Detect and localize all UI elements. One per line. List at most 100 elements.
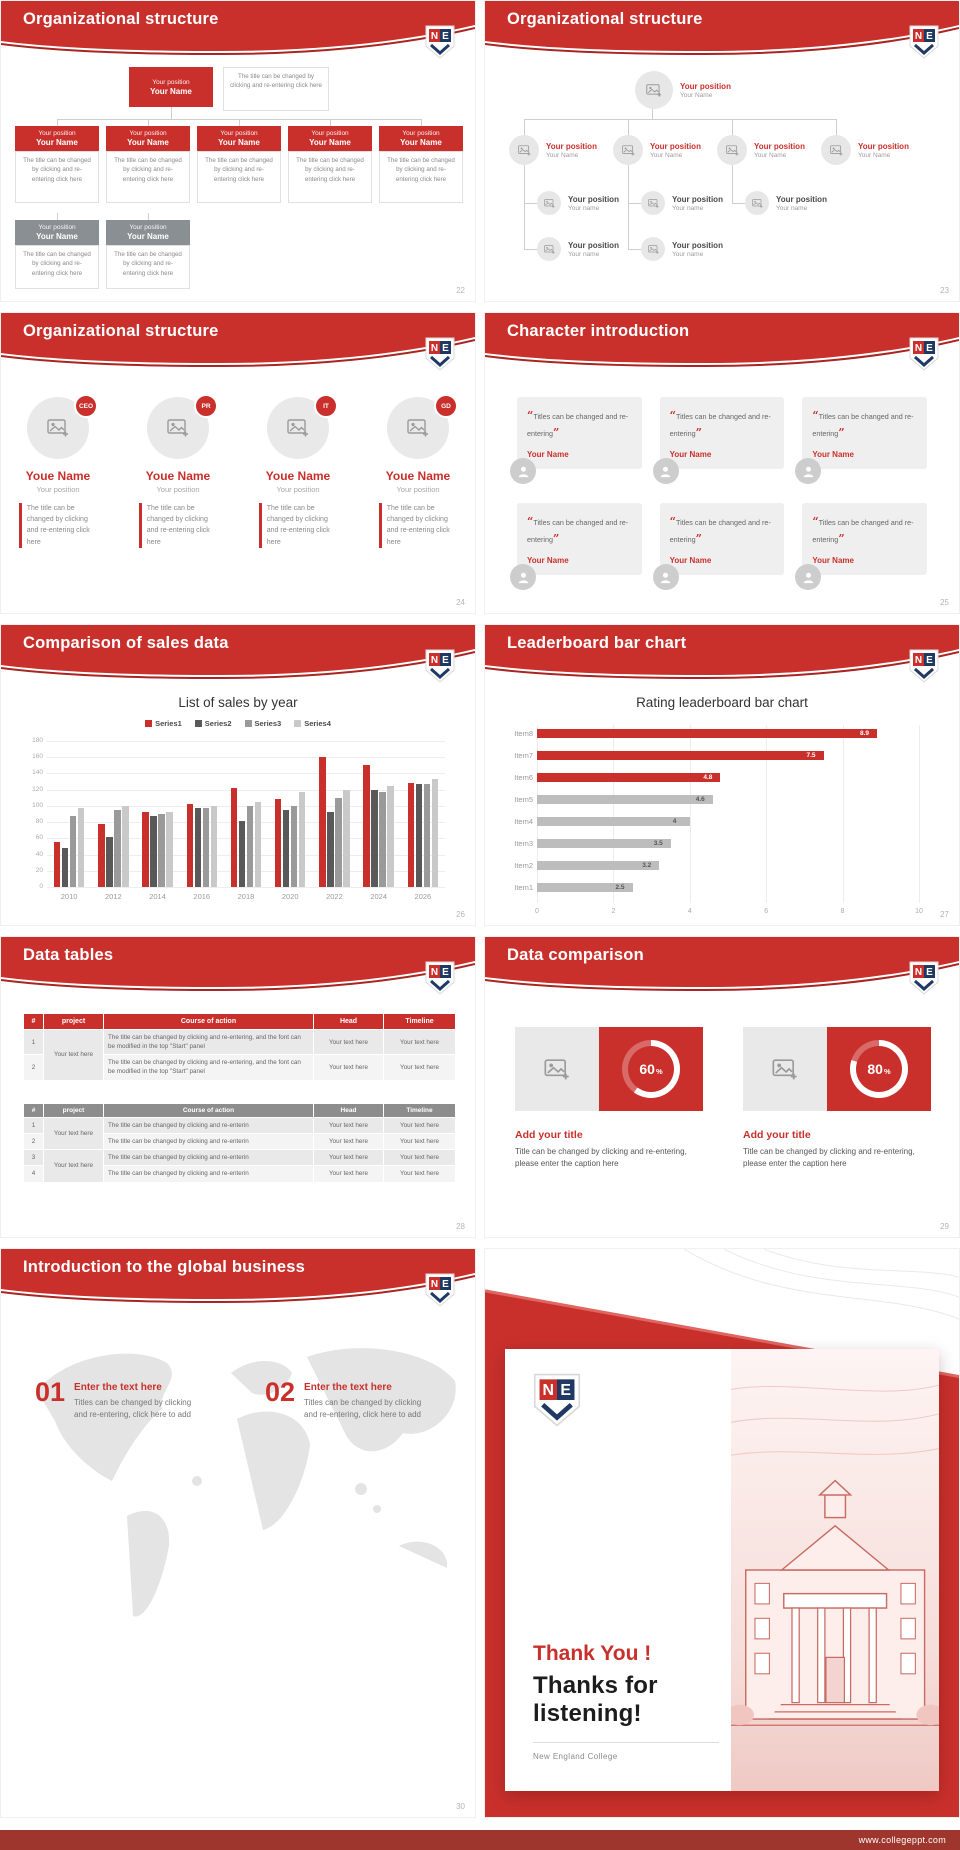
page-number: 24 (456, 598, 465, 607)
org-person: Your position Your name (745, 191, 827, 215)
team-member: CEO Youe Name Your position The title ca… (7, 394, 109, 548)
person-name: Your name (568, 250, 600, 258)
connector-line (836, 119, 837, 135)
connector-line (171, 107, 172, 119)
chart-bar (238, 820, 246, 887)
org-gray-row: Your position Your Name The title can be … (15, 213, 190, 289)
school-name: New England College (533, 1752, 618, 1761)
connector-line (329, 119, 331, 126)
column-header: # (23, 1103, 44, 1118)
connector-line (732, 165, 733, 203)
node-name: Your Name (36, 138, 78, 147)
org-person: Your position Your Name (717, 135, 805, 165)
gridline (47, 870, 445, 872)
cell-action: The title can be changed by clicking and… (103, 1149, 314, 1167)
role-badge: CEO (74, 394, 98, 418)
chart-bar (537, 729, 877, 738)
person-icon (510, 564, 536, 590)
x-axis-label: 2 (611, 908, 616, 915)
org-children-row: Your position Your Name The title can be … (15, 119, 463, 203)
chart-bar (98, 823, 105, 887)
legend-label: Series3 (254, 719, 282, 728)
chart-bar (387, 786, 394, 887)
footer-link[interactable]: www.collegeppt.com (858, 1835, 946, 1845)
quote-name: Your Name (812, 556, 854, 566)
cell-timeline: Your text here (383, 1054, 456, 1081)
open-quote-icon: “ (669, 515, 676, 528)
chart-bar (298, 792, 306, 887)
avatar: IT (267, 394, 338, 459)
chart-bar (61, 848, 69, 887)
cell-index: 3 (23, 1149, 44, 1167)
chart-bar (431, 779, 439, 887)
chart-bar (246, 805, 254, 887)
gridline (689, 725, 691, 903)
person-name: Your name (672, 250, 704, 258)
image-placeholder-icon (821, 135, 851, 165)
panel-title: Add your title (515, 1129, 583, 1141)
member-desc: The title can be changed by clicking and… (26, 505, 90, 546)
connector-line (652, 107, 653, 119)
item-title: Enter the text here (304, 1382, 392, 1393)
page-number: 30 (456, 1802, 465, 1811)
legend-item: Series3 (244, 719, 282, 728)
connector-line (524, 165, 525, 249)
org-person: Your position Your Name (821, 135, 909, 165)
chart-bar (166, 812, 173, 887)
gridline (47, 854, 445, 856)
image-placeholder-icon (745, 191, 769, 215)
quote-card: “Titles can be changed and re-entering” … (510, 397, 642, 484)
org-node: Your position Your Name The title can be … (106, 119, 190, 203)
column-header: Timeline (383, 1103, 456, 1118)
quote-card: “Titles can be changed and re-entering” … (795, 397, 927, 484)
close-quote-icon: ” (695, 426, 702, 440)
node-name: Your Name (127, 138, 169, 147)
legend-item: Series1 (145, 719, 182, 728)
gridline (47, 789, 445, 791)
legend-item: Series2 (194, 719, 232, 728)
chart-bar (53, 842, 61, 887)
y-axis-label: 0 (39, 883, 43, 890)
x-axis-label: 2018 (237, 892, 255, 901)
svg-text:N: N (915, 655, 922, 666)
open-quote-icon: “ (812, 409, 819, 422)
chart-bar (150, 816, 157, 887)
percent-value: 80 (867, 1061, 883, 1077)
close-quote-icon: ” (838, 532, 845, 546)
percent-sign: % (883, 1067, 891, 1076)
node-desc: The title can be changed by clicking and… (197, 151, 281, 203)
connector-line (238, 119, 240, 126)
image-placeholder-icon (743, 1027, 827, 1111)
x-axis-label: 4 (687, 908, 692, 915)
panel-caption: Title can be changed by clicking and re-… (515, 1147, 687, 1169)
chart-bar (371, 789, 378, 887)
chart-bar (290, 805, 298, 887)
node-position: Your position (129, 130, 167, 137)
cell-index: 1 (23, 1116, 44, 1135)
chart-bar (423, 784, 431, 887)
cell-index: 2 (23, 1054, 44, 1081)
svg-text:N: N (431, 31, 438, 42)
y-axis-label: 180 (32, 737, 43, 744)
numbered-items: 01 Enter the text here Titles can be cha… (35, 1379, 457, 1422)
gridline (47, 741, 445, 742)
table-row: 1 Your text here The title can be change… (23, 1116, 456, 1151)
org-node: Your position Your Name The title can be … (197, 119, 281, 203)
org-node: Your position Your Name The title can be … (106, 213, 190, 289)
y-axis-label: 120 (32, 785, 43, 793)
person-name: Your Name (754, 151, 787, 159)
node-desc: The title can be changed by clicking and… (15, 245, 99, 289)
avatar: GD (387, 394, 458, 459)
node-desc: The title can be changed by clicking and… (106, 245, 190, 289)
person-position: Your position (680, 81, 731, 91)
quote-cards: “Titles can be changed and re-entering” … (510, 397, 927, 590)
